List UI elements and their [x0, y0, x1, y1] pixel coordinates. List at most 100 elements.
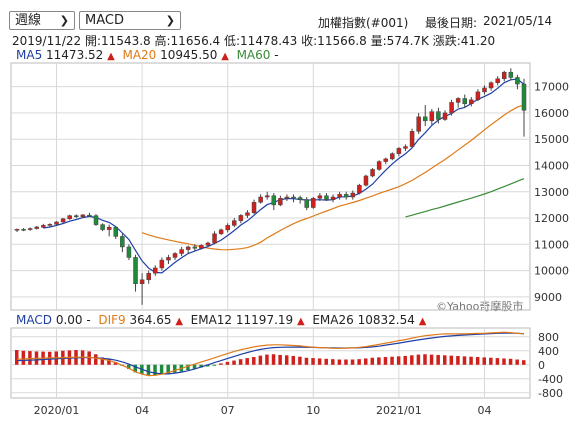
candle [469, 97, 474, 107]
info-change: 漲跌:41.20 [432, 34, 496, 48]
candle [416, 112, 421, 134]
macd-value: 0.00 - [55, 313, 91, 327]
ema12-line [16, 332, 525, 375]
candle [27, 227, 33, 231]
candle-body [113, 226, 119, 237]
candle [100, 223, 105, 232]
candle-body [74, 215, 79, 217]
candle-body [166, 257, 171, 261]
candle-body [409, 131, 415, 147]
candle-body [508, 71, 514, 78]
y-tick-label: 14000 [534, 159, 569, 172]
candle-body [34, 226, 40, 229]
candle-body [376, 161, 382, 170]
candle-body [455, 98, 461, 103]
candle [212, 231, 217, 245]
candle-body [218, 229, 224, 235]
candle-body [449, 102, 454, 114]
macd-histogram-bar [337, 359, 342, 365]
candle [284, 194, 290, 201]
candle [133, 254, 138, 292]
macd-y-tick-label: 800 [538, 331, 559, 344]
candle [251, 199, 257, 215]
candle [34, 225, 40, 230]
last-date: 2021/05/14 [483, 14, 553, 28]
candle-body [436, 111, 441, 120]
candle-body [422, 116, 428, 122]
candle [232, 218, 237, 228]
x-tick-label: 2020/01 [34, 404, 80, 417]
candle [311, 197, 316, 209]
y-tick-label: 16000 [534, 107, 569, 120]
candle-body [501, 71, 507, 80]
candle [350, 190, 356, 200]
macd-histogram-bar [357, 359, 361, 365]
price-panel-frame [10, 62, 531, 311]
candle [495, 76, 500, 86]
candle [324, 193, 329, 201]
macd-legend: MACD 0.00 - DIF9 364.65 ▲ EMA12 11197.19… [16, 313, 426, 327]
macd-histogram-bar [21, 350, 26, 365]
macd-histogram-bar [502, 358, 506, 365]
candle [363, 174, 369, 187]
candle [225, 223, 230, 233]
candle-body [185, 246, 191, 250]
indicator-select[interactable]: MACD ❯ [79, 11, 181, 30]
candle-body [245, 212, 250, 216]
candle [455, 97, 461, 108]
macd-histogram-bar [429, 354, 434, 365]
candle-body [297, 197, 303, 200]
macd-histogram-bar [166, 364, 170, 374]
ema12-up-arrow-icon: ▲ [297, 316, 305, 327]
candle-body [475, 91, 481, 101]
ma5-label: MA5 [16, 48, 43, 62]
candle [54, 221, 59, 226]
ma20-line [141, 104, 525, 251]
macd-histogram-bar [271, 354, 276, 365]
candle [521, 78, 527, 137]
candle [93, 214, 99, 226]
macd-histogram-bar [113, 361, 118, 365]
candle-body [291, 196, 296, 199]
candle-body [41, 225, 46, 228]
macd-histogram-bar [199, 364, 203, 368]
macd-y-tick-label: -400 [538, 373, 563, 386]
candle [74, 214, 79, 219]
ma20-label: MA20 [122, 48, 157, 62]
macd-y-tick-label: 400 [538, 345, 559, 358]
macd-histogram-bar [173, 364, 177, 373]
macd-histogram-bar [232, 360, 236, 365]
y-tick-label: 9000 [534, 291, 562, 304]
candle-body [27, 228, 33, 230]
macd-histogram-bar [508, 358, 513, 365]
candle-body [304, 199, 309, 208]
candle-body [80, 214, 86, 217]
candle-body [442, 112, 448, 120]
candle-body [429, 111, 435, 122]
candle-body [47, 224, 53, 226]
candle [113, 225, 119, 240]
macd-histogram-bar [212, 364, 217, 366]
candle-body [120, 236, 125, 248]
candle-body [192, 246, 198, 249]
ma20-up-arrow-icon: ▲ [221, 51, 229, 62]
macd-histogram-bar [410, 355, 414, 365]
dif-label: DIF9 [98, 313, 126, 327]
macd-histogram-bar [370, 357, 375, 365]
candle-body [324, 195, 329, 200]
candle [80, 214, 86, 219]
period-select[interactable]: 週線 ❯ [9, 11, 75, 30]
candle [179, 246, 184, 257]
candle [159, 257, 165, 271]
candle [146, 270, 151, 284]
candle-body [159, 259, 165, 269]
candle-body [54, 221, 59, 225]
macd-histogram-bar [442, 355, 447, 365]
candle-body [488, 82, 494, 89]
candle-body [179, 249, 184, 254]
y-tick-label: 15000 [534, 133, 569, 146]
x-tick-label: 2021/01 [376, 404, 422, 417]
macd-histogram-bar [390, 356, 394, 365]
info-open: 開:11543.8 [85, 34, 151, 48]
